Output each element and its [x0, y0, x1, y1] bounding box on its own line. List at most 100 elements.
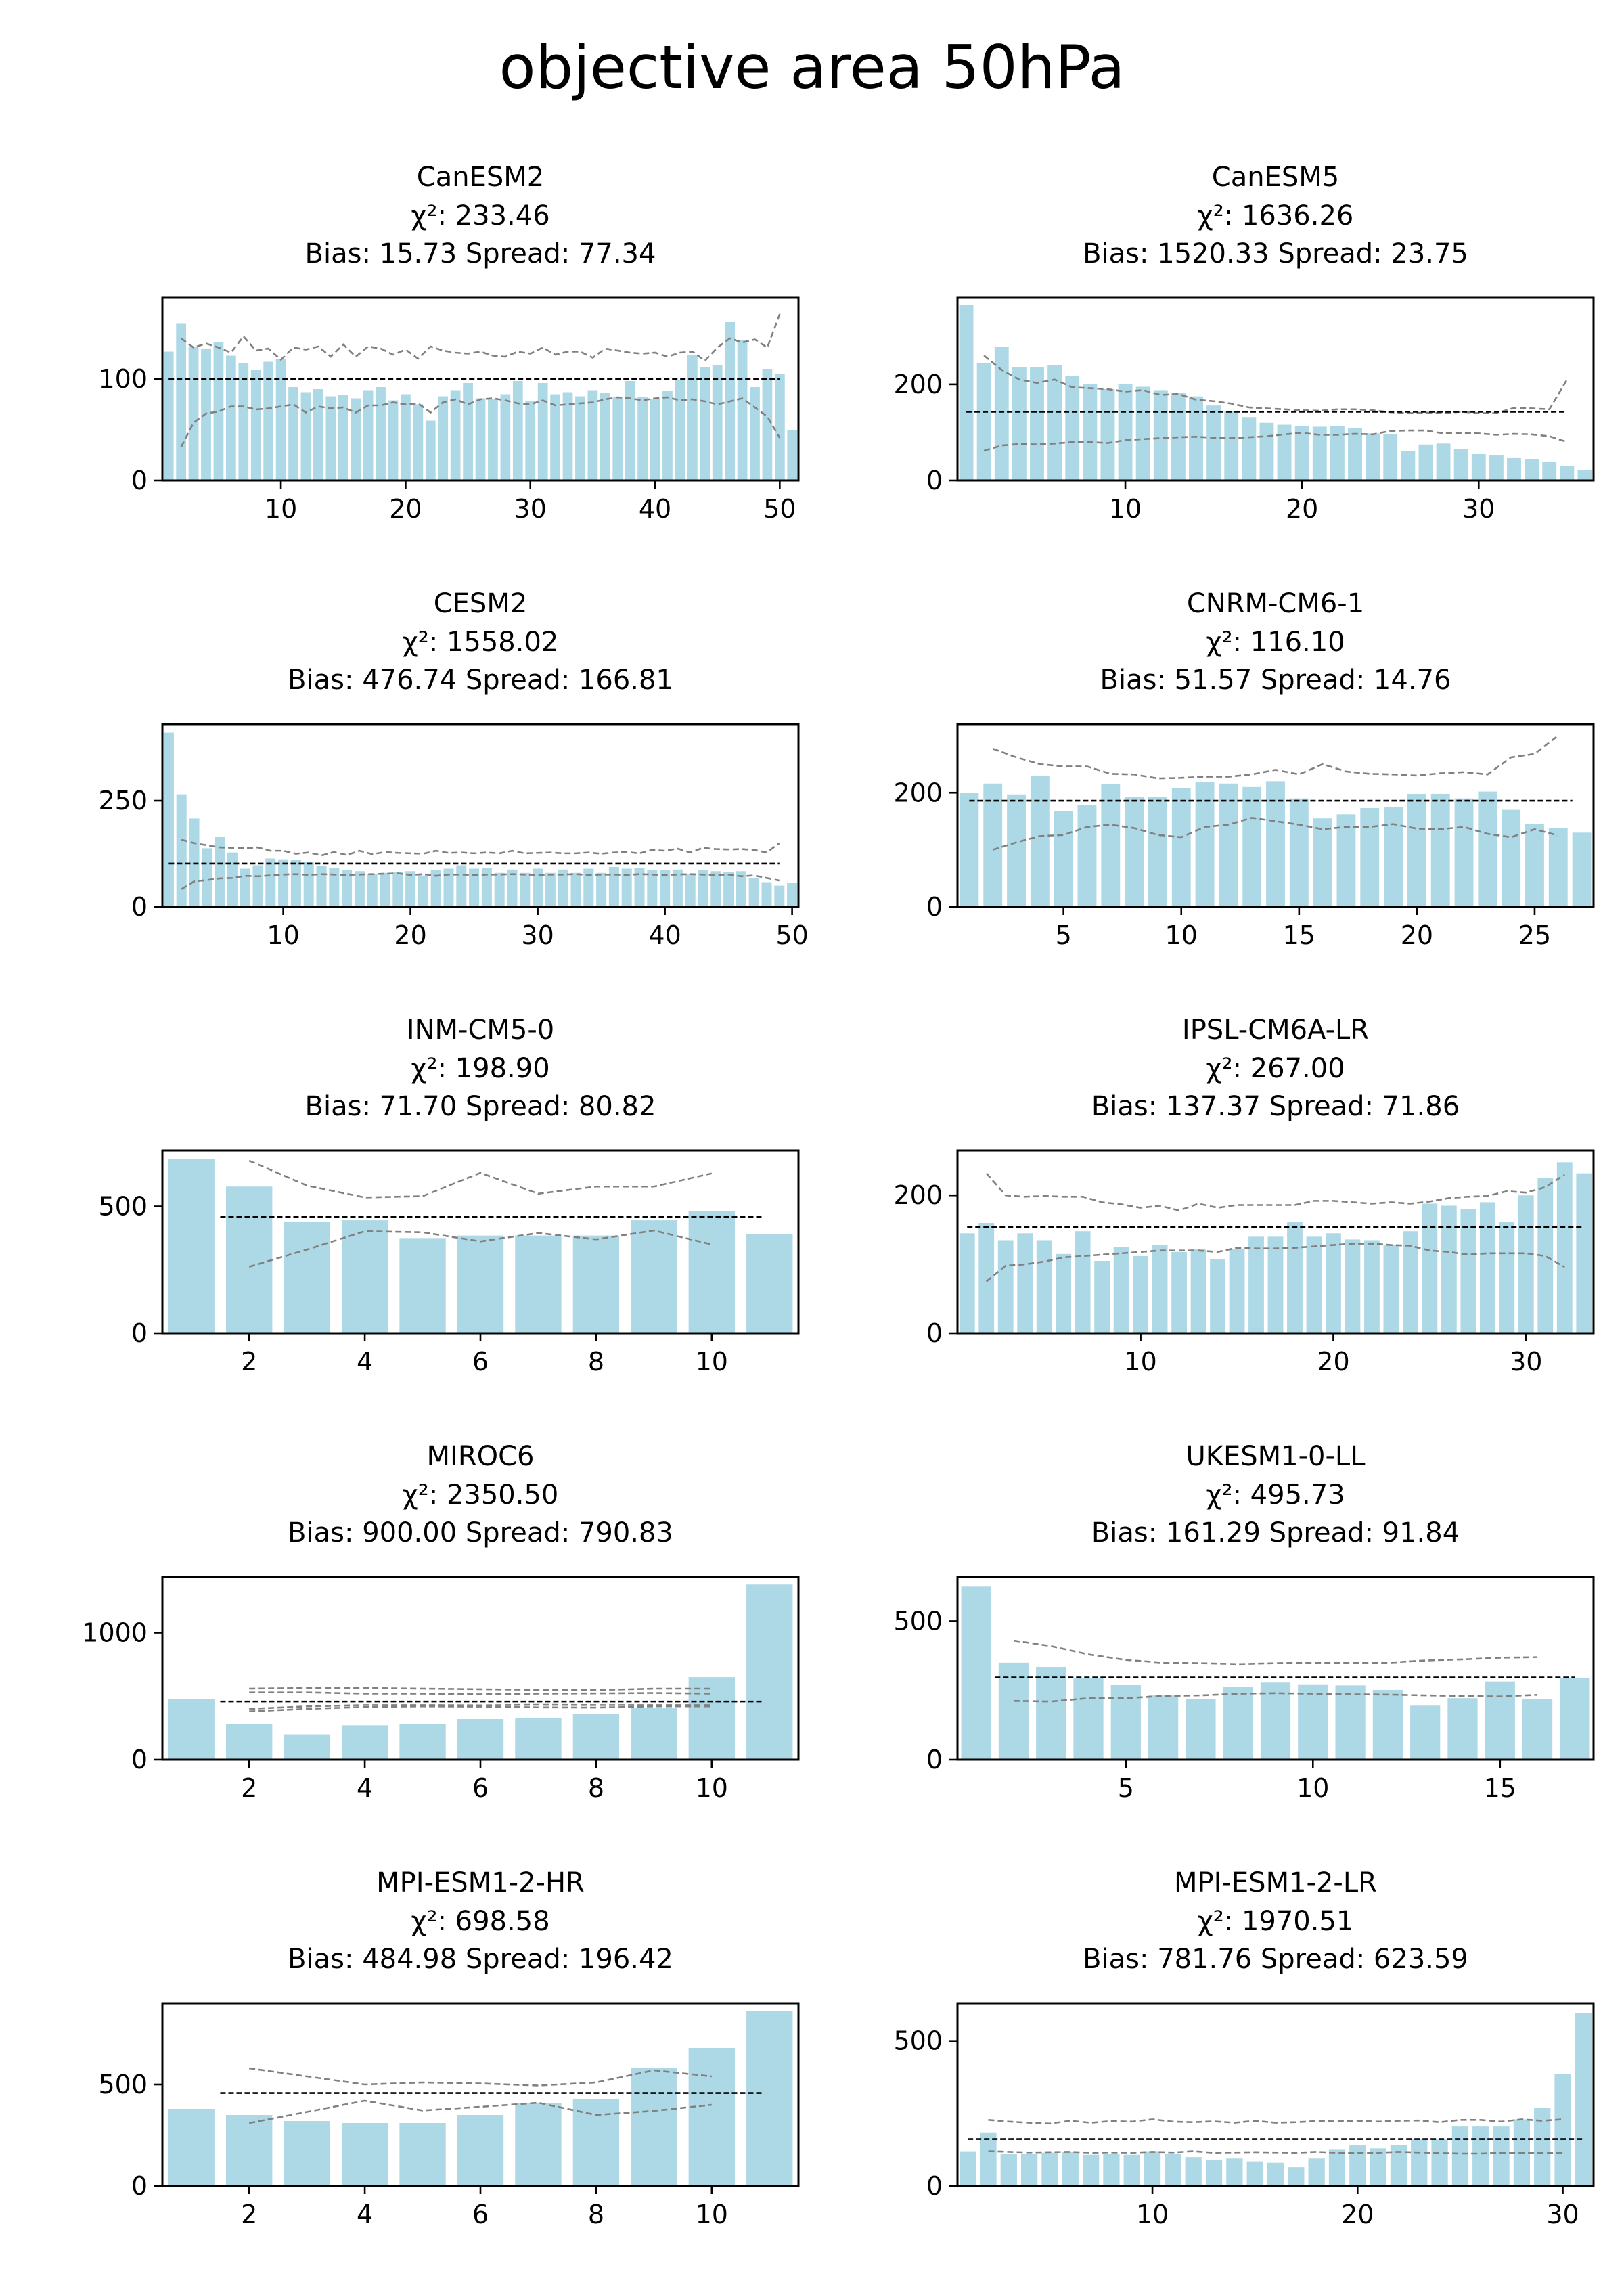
- histogram-bar: [662, 391, 673, 481]
- histogram-bar: [688, 1677, 735, 1760]
- histogram-bar: [1185, 2157, 1202, 2186]
- figure-suptitle: objective area 50hPa: [499, 32, 1125, 102]
- histogram-bar: [1287, 1221, 1303, 1333]
- histogram-bar: [545, 872, 556, 907]
- histogram-bar: [413, 404, 424, 481]
- y-tick-label: 0: [131, 1745, 148, 1775]
- y-tick-label: 0: [131, 892, 148, 922]
- x-tick-label: 40: [648, 920, 681, 950]
- histogram-bar: [746, 1234, 793, 1333]
- histogram-bar: [303, 862, 314, 907]
- histogram-bar: [1065, 376, 1080, 481]
- histogram-bar: [388, 400, 399, 481]
- histogram-bar: [1135, 386, 1150, 481]
- x-tick-label: 10: [265, 494, 297, 524]
- histogram-bar: [284, 1734, 330, 1760]
- histogram-bar: [1206, 405, 1221, 481]
- histogram-bar: [215, 837, 225, 907]
- subplot-miroc6: MIROC6 χ²: 2350.50 Bias: 900.00 Spread: 79…: [82, 1441, 800, 1803]
- histogram-bar: [787, 430, 798, 481]
- subplot-plot-area: [961, 1586, 1590, 1760]
- histogram-bar: [1572, 832, 1592, 907]
- upper-spread-line: [181, 839, 780, 857]
- histogram-bar: [959, 305, 974, 481]
- histogram-bar: [1224, 410, 1239, 481]
- histogram-bar: [1030, 775, 1050, 907]
- histogram-bar: [774, 374, 785, 481]
- axes-frame: [956, 296, 1595, 482]
- histogram-bar: [443, 868, 454, 907]
- histogram-bar: [1308, 2158, 1325, 2186]
- histogram-bar: [1219, 783, 1238, 907]
- x-tick-label: 10: [696, 1347, 728, 1377]
- histogram-bar: [278, 859, 289, 907]
- y-tick-label: 250: [98, 786, 148, 816]
- histogram-bar: [1313, 818, 1332, 907]
- histogram-bar: [1507, 457, 1521, 481]
- subplot-chi2-label: χ²: 116.10: [1206, 627, 1345, 658]
- histogram-bar: [525, 401, 536, 481]
- histogram-bar: [469, 868, 480, 907]
- x-tick-label: 25: [1518, 920, 1551, 950]
- histogram-bar: [163, 732, 174, 907]
- histogram-bar: [596, 872, 607, 907]
- histogram-bar: [550, 394, 560, 481]
- histogram-bar: [1082, 2154, 1100, 2186]
- x-tick-label: 6: [472, 1773, 489, 1803]
- histogram-bar: [1242, 786, 1262, 907]
- subplot-plot-area: [168, 2011, 793, 2186]
- histogram-bar: [265, 858, 276, 907]
- histogram-bar: [1560, 1678, 1590, 1760]
- y-tick-label: 200: [893, 370, 943, 399]
- histogram-bar: [457, 1719, 504, 1760]
- subplot-plot-area: [163, 732, 798, 907]
- y-tick-label: 0: [926, 892, 943, 922]
- histogram-bar: [1289, 798, 1309, 907]
- histogram-bar: [631, 1220, 677, 1333]
- histogram-bar: [1047, 365, 1062, 481]
- histogram-bar: [1554, 2074, 1571, 2186]
- subplot-grid: CanESM2 χ²: 233.46 Bias: 15.73 Spread: 77.…: [82, 162, 1595, 2229]
- subplot-chi2-label: χ²: 2350.50: [403, 1479, 559, 1511]
- histogram-bar: [275, 359, 286, 481]
- y-tick-label: 200: [893, 778, 943, 807]
- x-tick-label: 2: [241, 1347, 257, 1377]
- histogram-bar: [1113, 1247, 1129, 1333]
- histogram-bar: [463, 383, 473, 481]
- histogram-bar: [1012, 367, 1027, 481]
- histogram-bar: [367, 874, 378, 907]
- y-tick-label: 0: [926, 1745, 943, 1775]
- histogram-bar: [338, 395, 348, 481]
- histogram-bar: [168, 1159, 215, 1333]
- x-tick-label: 15: [1484, 1773, 1516, 1803]
- histogram-bar: [1246, 2161, 1263, 2186]
- histogram-bar: [1210, 1258, 1225, 1333]
- histogram-bar: [1260, 1682, 1291, 1760]
- x-tick-label: 10: [696, 2200, 728, 2229]
- histogram-bar: [288, 387, 298, 481]
- histogram-bar: [202, 848, 212, 907]
- subplot-plot-area: [959, 305, 1592, 481]
- histogram-bar: [631, 1708, 677, 1760]
- histogram-bar: [163, 351, 174, 481]
- histogram-bar: [1330, 426, 1345, 481]
- histogram-bar: [401, 394, 411, 481]
- histogram-bar: [1441, 1205, 1457, 1333]
- histogram-bar: [1418, 444, 1433, 481]
- histogram-bar: [687, 355, 698, 481]
- histogram-bar: [1190, 1249, 1206, 1333]
- histogram-bar: [425, 420, 436, 481]
- histogram-bar: [376, 387, 386, 481]
- histogram-bar: [1460, 1209, 1476, 1333]
- histogram-bar: [1267, 2162, 1284, 2186]
- x-tick-label: 10: [1296, 1773, 1329, 1803]
- subplot-inm-cm5-0: INM-CM5-0 χ²: 198.90 Bias: 71.70 Spread: 8…: [98, 1015, 800, 1377]
- histogram-bar: [1364, 1240, 1380, 1333]
- histogram-bar: [1370, 2148, 1386, 2186]
- histogram-bar: [1534, 2108, 1551, 2186]
- lower-spread-line: [983, 429, 1568, 452]
- histogram-bar: [399, 1724, 446, 1760]
- histogram-bar: [1103, 2154, 1120, 2186]
- histogram-bar: [520, 872, 531, 907]
- lower-spread-line: [180, 396, 781, 448]
